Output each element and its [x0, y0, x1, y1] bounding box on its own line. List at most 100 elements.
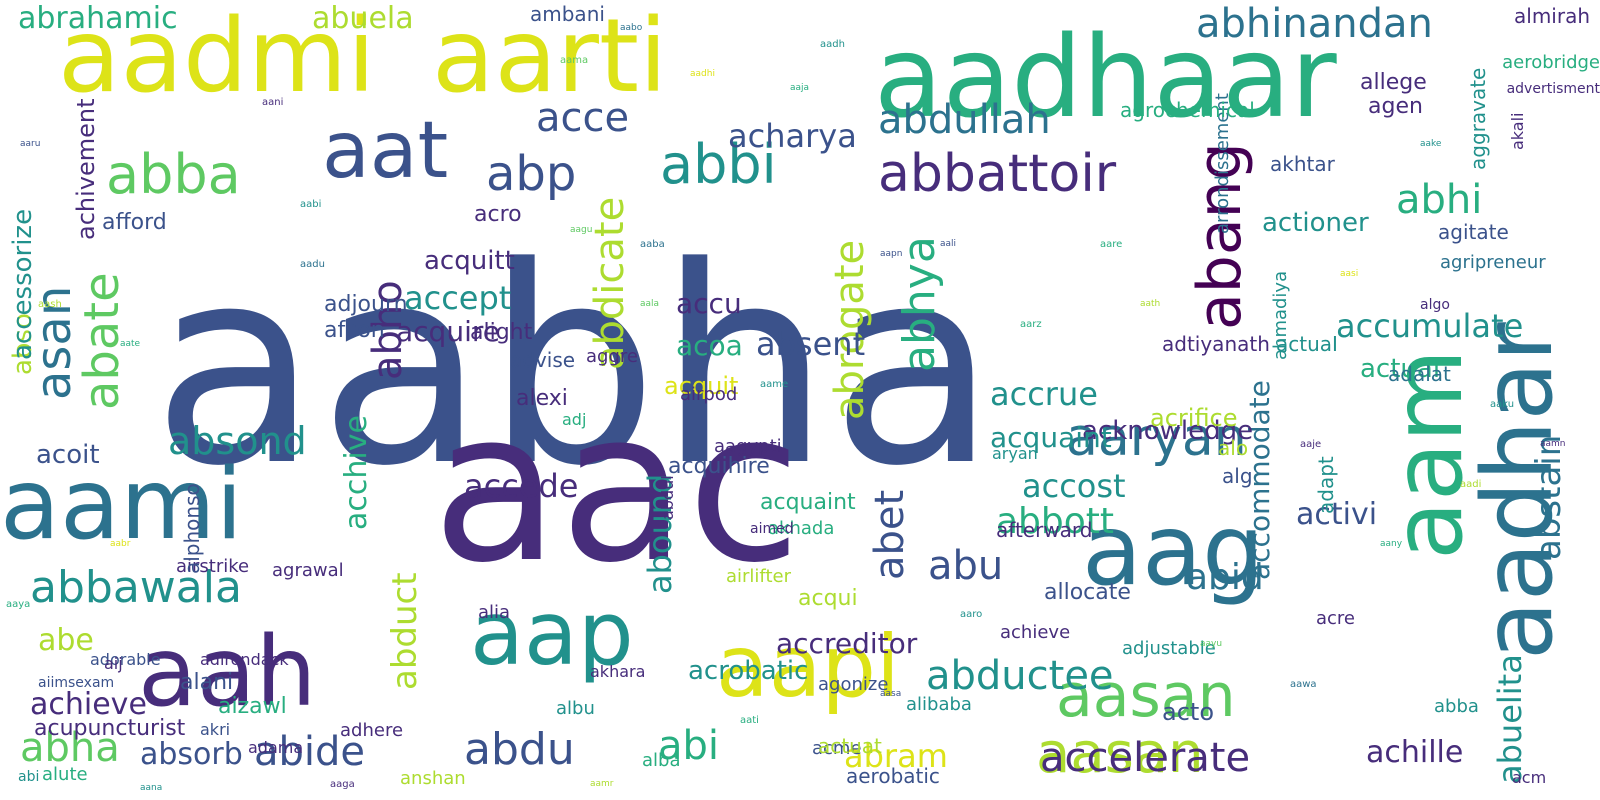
word-aadhi: aaja — [790, 83, 810, 93]
word-acknowledge: acknowledge — [1082, 416, 1254, 446]
word-alexi: alexi — [516, 386, 568, 411]
word-aerobatic: afterward — [996, 518, 1093, 542]
word-aasa: aamr — [590, 779, 614, 789]
word-aggravate: akhtar — [1270, 152, 1335, 176]
word-alibaba: abba — [1434, 696, 1479, 717]
word-alani: alani — [180, 670, 234, 695]
word-absorb: absorb — [140, 737, 243, 772]
word-abhinandan: abhinandan — [1196, 1, 1433, 47]
word-alia: akhada — [768, 518, 835, 539]
word-accessorize: accessorize — [8, 208, 38, 360]
word-aah: aah — [138, 616, 317, 728]
word-aaru: aate — [120, 339, 141, 349]
word-accrue: accrue — [990, 375, 1098, 413]
word-aami: aami — [0, 448, 243, 562]
word-accept: accept — [404, 279, 512, 317]
word-aath: aake — [1420, 139, 1442, 149]
word-akhada: aimed — [750, 521, 794, 537]
word-abi: abi — [658, 723, 720, 769]
word-acchive: acchive — [339, 415, 374, 530]
word-abstain: abstain — [1529, 434, 1569, 560]
word-airstrike: airstrike — [176, 556, 250, 577]
word-aiimsexam: akri — [200, 720, 231, 739]
word-aamr: aana — [140, 783, 163, 793]
word-agen: almirah — [1514, 4, 1591, 28]
word-albu: alibaba — [906, 694, 972, 715]
word-agrarbathi: agrochemical — [1120, 98, 1255, 122]
word-acro: acro — [474, 202, 522, 227]
word-akhtar: allege — [1360, 70, 1427, 95]
word-adirondack: adirondack — [200, 650, 289, 669]
word-accumulate: accumulate — [1336, 307, 1524, 345]
word-accreditor: accreditor — [776, 627, 918, 660]
word-admini: akhara — [590, 662, 646, 681]
word-aarti: aarti — [432, 0, 668, 116]
word-alight: alight — [470, 320, 533, 345]
word-adjourn: adjourn — [324, 292, 408, 317]
word-adtiyanath: agitate — [1438, 220, 1509, 244]
word-actioner: actioner — [1262, 208, 1369, 238]
word-actuat: aerobatic — [846, 764, 940, 788]
word-abe: abe — [38, 623, 94, 658]
word-aayu: aasa — [880, 689, 902, 699]
word-acoa: acoa — [676, 329, 743, 362]
word-aasan-2: aasan — [1036, 721, 1204, 786]
word-agrochemical: adapt — [1314, 456, 1338, 514]
word-aizawl: aizawl — [218, 694, 287, 719]
word-abhya: abhya — [894, 236, 945, 372]
word-abduct: abduct — [385, 572, 425, 690]
word-abrahamic: abrahamic — [18, 1, 178, 36]
word-acquaint: acquaint — [990, 421, 1112, 454]
word-abbattoir: abbattoir — [878, 144, 1117, 204]
word-aerobridge: akali — [1508, 112, 1527, 150]
word-activi: activi — [1296, 497, 1378, 532]
word-aadu: aame — [760, 379, 789, 390]
word-afterward: adtiyanath — [1162, 332, 1270, 356]
word-acquire: acquire — [396, 315, 500, 348]
word-achille: achille — [1366, 735, 1464, 770]
word-abdu: abdu — [464, 724, 575, 775]
word-abide: abide — [254, 729, 366, 775]
word-aadmi: aadmi — [58, 0, 376, 116]
word-abp: abp — [486, 146, 577, 202]
word-akhara: airlifter — [726, 566, 791, 587]
word-aggrandize: alia — [478, 602, 511, 623]
word-acqui: acqui — [798, 586, 858, 611]
word-aana: aabr — [110, 539, 131, 549]
word-acquit: acquit — [664, 372, 739, 400]
word-abbawala: abbawala — [30, 562, 242, 613]
word-aadhaar: aadhaar — [874, 13, 1337, 143]
word-aac: aac — [432, 367, 802, 609]
word-accommodation: ambani — [530, 2, 605, 26]
word-almirah: anshan — [400, 768, 466, 789]
word-aare: aaku — [1490, 399, 1515, 410]
word-agripreneur: aggravate — [1466, 67, 1490, 170]
word-abet: abet — [867, 489, 913, 580]
word-acquaint-2: aryan — [992, 444, 1038, 463]
word-aama: aadh — [820, 39, 845, 50]
word-adapt: agen — [1368, 94, 1423, 119]
word-aggre: aggre — [586, 346, 638, 367]
word-adj: adj — [562, 410, 587, 429]
word-adhere: albu — [556, 698, 595, 719]
word-aabi: aaba — [640, 239, 665, 250]
word-aaja: aaru — [20, 139, 41, 149]
word-ambani: acm — [1512, 768, 1547, 787]
word-akali: alute — [42, 764, 88, 785]
word-abbott: abbott — [996, 501, 1115, 542]
word-aap: aap — [470, 582, 634, 685]
word-airlifter: acquaint — [760, 490, 856, 515]
word-abductee: abductee — [926, 653, 1114, 699]
word-accost: accost — [1022, 467, 1126, 505]
word-aagypti: aagypti — [714, 436, 782, 457]
word-aasi: aamn — [1540, 439, 1566, 449]
word-airbag: advertisment — [1506, 81, 1600, 97]
word-abba: abba — [106, 143, 241, 206]
word-aala: aapn — [880, 249, 903, 259]
word-aadi: aawa — [1290, 679, 1317, 690]
word-agitate: adalat — [1388, 362, 1451, 386]
word-aate: aagu — [570, 225, 593, 235]
word-advertisment: abi — [18, 769, 40, 785]
word-acrobatic: acrobatic — [688, 656, 809, 686]
word-accu: accu — [676, 287, 742, 320]
